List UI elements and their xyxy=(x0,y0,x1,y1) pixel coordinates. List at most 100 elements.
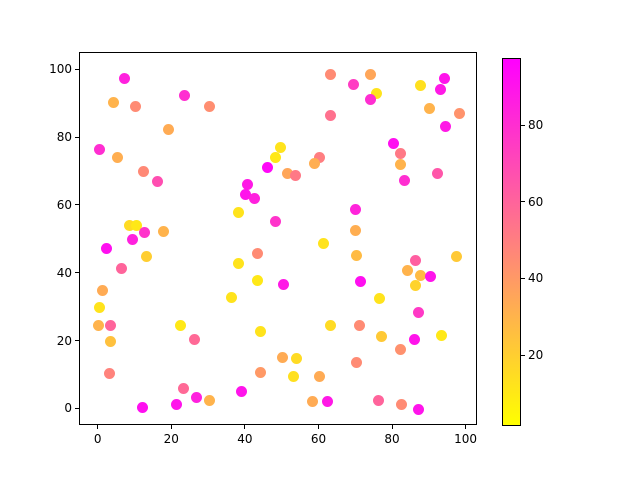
scatter-point xyxy=(157,225,169,237)
scatter-point xyxy=(190,392,202,404)
scatter-point xyxy=(291,353,303,365)
y-axis-tick-label: 40 xyxy=(56,265,72,280)
scatter-point xyxy=(410,280,422,292)
scatter-point xyxy=(350,249,362,261)
scatter-point xyxy=(313,371,325,383)
x-axis-tick-mark xyxy=(244,425,246,429)
x-axis-tick-mark xyxy=(317,425,319,429)
scatter-point xyxy=(93,144,105,156)
scatter-point xyxy=(104,320,116,332)
scatter-point xyxy=(435,83,447,95)
scatter-point xyxy=(373,293,385,304)
scatter-point xyxy=(413,403,425,415)
scatter-point xyxy=(104,335,116,347)
scatter-point xyxy=(137,401,149,413)
scatter-point xyxy=(317,238,329,250)
scatter-point xyxy=(254,367,266,379)
scatter-point xyxy=(438,72,450,84)
colorbar-tick-label: 40 xyxy=(528,271,544,286)
scatter-point xyxy=(373,395,385,407)
scatter-point xyxy=(307,396,319,408)
scatter-point xyxy=(274,142,286,154)
scatter-point xyxy=(93,302,105,314)
scatter-point xyxy=(129,100,141,112)
scatter-point xyxy=(350,203,362,215)
scatter-point xyxy=(108,97,120,109)
scatter-point xyxy=(251,275,263,287)
colorbar-tick-mark xyxy=(521,124,525,126)
colorbar-tick-mark xyxy=(521,354,525,356)
scatter-point xyxy=(394,343,406,355)
scatter-point xyxy=(171,398,183,410)
scatter-point xyxy=(115,263,127,275)
scatter-point xyxy=(269,216,281,228)
scatter-point xyxy=(324,320,336,332)
scatter-point xyxy=(203,395,215,407)
y-axis-tick-label: 100 xyxy=(49,62,72,77)
x-axis-tick-mark xyxy=(97,425,99,429)
colorbar-tick-mark xyxy=(521,201,525,203)
scatter-point xyxy=(424,270,436,282)
scatter-point xyxy=(354,276,366,288)
scatter-point xyxy=(354,320,366,332)
y-axis-tick-label: 20 xyxy=(56,333,72,348)
scatter-point xyxy=(131,220,143,232)
scatter-point xyxy=(262,161,274,173)
scatter-point xyxy=(395,158,407,170)
y-axis-tick-mark xyxy=(75,136,79,138)
y-axis-tick-label: 60 xyxy=(56,197,72,212)
scatter-point xyxy=(127,234,139,245)
scatter-point xyxy=(450,251,462,263)
scatter-point xyxy=(111,151,123,163)
scatter-point xyxy=(138,226,150,238)
x-axis-tick-label: 60 xyxy=(310,432,327,446)
scatter-point xyxy=(123,220,135,232)
scatter-point xyxy=(365,68,377,80)
scatter-point xyxy=(287,370,299,382)
x-axis-tick-mark xyxy=(465,425,467,429)
scatter-point xyxy=(423,103,435,115)
scatter-point xyxy=(388,137,400,149)
scatter-point xyxy=(413,306,425,318)
scatter-point xyxy=(277,351,289,363)
scatter-point xyxy=(242,178,254,190)
scatter-point xyxy=(414,79,426,91)
colorbar-tick-mark xyxy=(521,277,525,279)
scatter-point xyxy=(395,147,407,159)
scatter-point xyxy=(177,383,189,395)
scatter-point xyxy=(92,320,104,332)
x-axis-tick-label: 80 xyxy=(384,432,400,446)
y-axis-tick-label: 80 xyxy=(56,130,72,145)
y-axis-tick-label: 0 xyxy=(64,401,72,416)
scatter-point xyxy=(409,334,421,346)
colorbar-tick-label: 80 xyxy=(528,118,544,133)
colorbar-tick-label: 60 xyxy=(528,194,544,209)
scatter-point xyxy=(370,88,382,100)
x-axis-tick-label: 20 xyxy=(163,432,179,446)
scatter-point xyxy=(347,79,359,91)
scatter-point xyxy=(248,193,260,205)
scatter-point xyxy=(415,269,427,281)
scatter-point xyxy=(188,333,200,345)
scatter-point xyxy=(349,224,361,236)
scatter-point xyxy=(140,250,152,262)
scatter-point xyxy=(324,68,336,80)
scatter-point xyxy=(410,255,422,267)
scatter-point xyxy=(432,168,444,180)
scatter-point xyxy=(251,247,263,259)
colorbar-tick-label: 20 xyxy=(528,348,544,363)
scatter-point xyxy=(308,158,320,170)
scatter-point xyxy=(232,258,244,270)
scatter-point xyxy=(254,325,266,337)
x-axis-tick-mark xyxy=(391,425,393,429)
scatter-point xyxy=(232,207,244,219)
scatter-point xyxy=(401,264,413,276)
y-axis-tick-mark xyxy=(75,340,79,342)
scatter-point xyxy=(178,89,190,101)
scatter-point xyxy=(236,385,248,397)
scatter-point xyxy=(278,278,290,290)
scatter-point xyxy=(282,168,294,180)
scatter-point xyxy=(137,165,149,177)
scatter-point xyxy=(152,175,164,187)
scatter-point xyxy=(226,292,238,304)
